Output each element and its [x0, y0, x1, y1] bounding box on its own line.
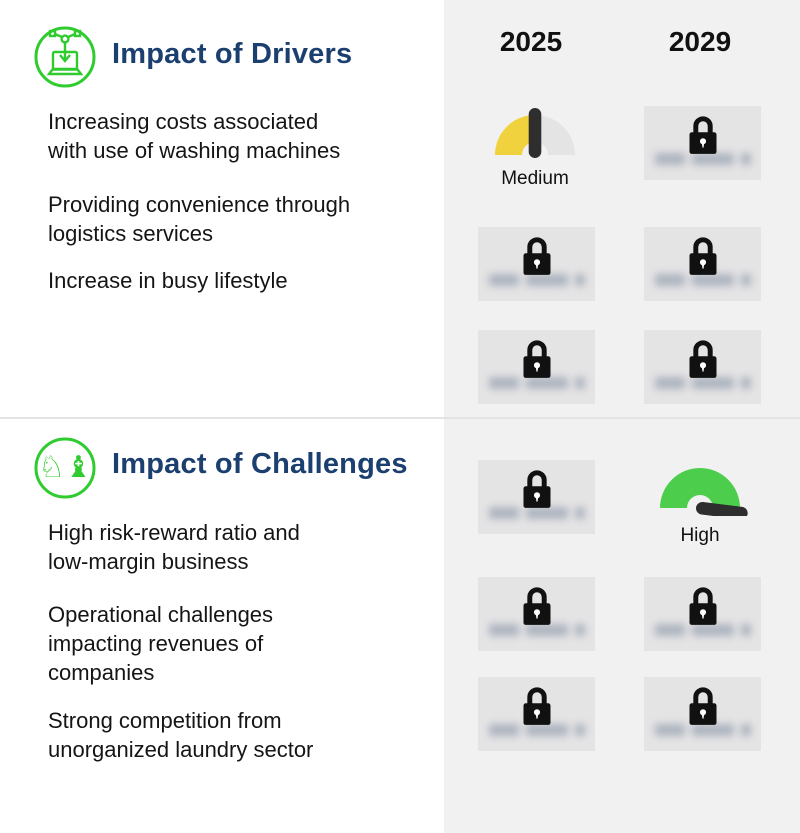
lock-icon	[689, 237, 716, 275]
blurred-text	[654, 622, 751, 637]
lock-icon	[523, 687, 550, 725]
gauge-needle	[695, 501, 748, 520]
locked-rating-challenge3-2029[interactable]	[644, 677, 761, 751]
challenge-item-2: Operational challenges impacting revenue…	[48, 602, 274, 685]
blurred-text	[488, 622, 585, 637]
challenges-section-title: Impact of Challenges	[112, 448, 408, 480]
blurred-text	[488, 722, 585, 737]
locked-rating-challenge2-2025[interactable]	[478, 577, 595, 651]
challenge-item-1: High risk-reward ratio and low-margin bu…	[48, 520, 300, 574]
drivers-section-title: Impact of Drivers	[112, 38, 353, 70]
column-header-2025: 2025	[499, 26, 563, 57]
locked-rating-driver3-2029[interactable]	[644, 330, 761, 404]
locked-rating-driver2-2025[interactable]	[478, 227, 595, 301]
blurred-text	[654, 375, 751, 390]
gauge-value-label: High	[680, 525, 720, 546]
gauge-high-challenge1-2029: High	[650, 458, 750, 547]
locked-rating-challenge3-2025[interactable]	[478, 677, 595, 751]
gauge-needle	[528, 108, 542, 158]
challenge-item-3: Strong competition from unorganized laun…	[48, 708, 314, 762]
lock-icon	[523, 237, 550, 275]
lock-icon	[689, 687, 716, 725]
lock-icon	[689, 587, 716, 625]
section-divider	[0, 417, 800, 419]
challenges-circle	[34, 437, 96, 499]
lock-icon	[523, 340, 550, 378]
ratings-grid: 2025 2029 Medium	[444, 0, 800, 833]
driver-item-3: Increase in busy lifestyle	[48, 268, 288, 293]
lock-icon	[689, 116, 716, 154]
locked-rating-driver2-2029[interactable]	[644, 227, 761, 301]
drivers-laptop-icon	[34, 26, 96, 88]
lock-icon	[689, 340, 716, 378]
blurred-text	[488, 272, 585, 287]
blurred-text	[654, 722, 751, 737]
blurred-text	[654, 272, 751, 287]
locked-rating-challenge1-2025[interactable]	[478, 460, 595, 534]
blurred-text	[488, 505, 585, 520]
locked-rating-driver1-2029[interactable]	[644, 106, 761, 180]
locked-rating-challenge2-2029[interactable]	[644, 577, 761, 651]
driver-item-1: Increasing costs associated with use of …	[48, 109, 341, 163]
gauge-value-label: Medium	[501, 168, 569, 189]
locked-rating-driver3-2025[interactable]	[478, 330, 595, 404]
lock-icon	[523, 587, 550, 625]
column-header-2029: 2029	[668, 26, 732, 57]
driver-item-2: Providing convenience through logistics …	[48, 192, 351, 246]
blurred-text	[488, 375, 585, 390]
blurred-text	[654, 151, 751, 166]
challenges-chess-icon: ♘♝	[38, 451, 92, 484]
gauge-medium-driver1-2025: Medium	[485, 105, 585, 190]
lock-icon	[523, 470, 550, 508]
